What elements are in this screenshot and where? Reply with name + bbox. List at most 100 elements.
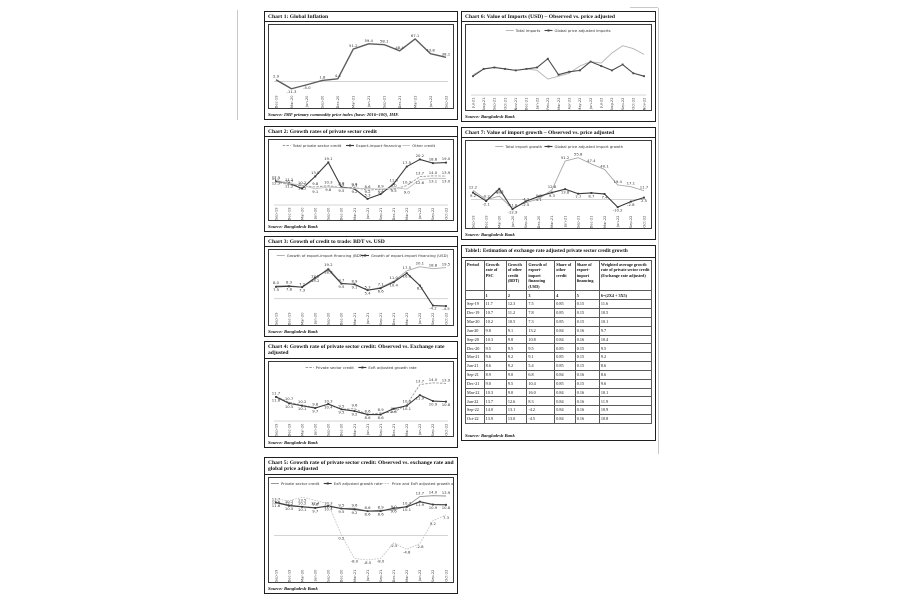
- svg-text:Oct-22: Oct-22: [444, 424, 448, 436]
- table-cell: 9.0: [505, 387, 528, 398]
- svg-text:Sep-22: Sep-22: [431, 208, 435, 220]
- table-cell: 0.16: [574, 325, 600, 336]
- svg-text:1.8: 1.8: [319, 75, 326, 80]
- table-cell: 0.16: [574, 369, 600, 380]
- svg-text:Dec-21: Dec-21: [392, 570, 396, 582]
- svg-text:Sep-22: Sep-22: [444, 96, 448, 108]
- table-number-cell: [465, 290, 485, 301]
- chart-4-panel: Chart 4: Growth rate of private sector c…: [264, 341, 458, 448]
- table-cell: 10.9: [598, 405, 652, 415]
- svg-text:10.8: 10.8: [442, 506, 451, 511]
- table-cell: 9.5: [598, 343, 652, 354]
- table-cell: 10.1: [598, 316, 652, 327]
- chart-6-panel: Chart 6: Value of Imports (USD) – Observ…: [461, 11, 656, 122]
- svg-text:7.8: 7.8: [286, 287, 293, 292]
- table-cell: 10.2: [483, 316, 507, 327]
- svg-text:14.0: 14.0: [429, 490, 438, 495]
- svg-text:4.5: 4.5: [496, 191, 503, 196]
- svg-text:12.2: 12.2: [311, 274, 320, 279]
- svg-text:11.9: 11.9: [416, 503, 425, 508]
- svg-text:9.8: 9.8: [312, 502, 319, 507]
- svg-text:10.9: 10.9: [429, 505, 438, 510]
- svg-text:11.7: 11.7: [272, 391, 281, 396]
- chart-3-panel: Chart 3: Growth of credit to trade: BDT …: [264, 236, 458, 337]
- table-cell: 0.84: [554, 369, 576, 380]
- svg-text:9.6: 9.6: [391, 410, 398, 415]
- svg-text:Global price adjusted import g: Global price adjusted import growth: [555, 144, 624, 149]
- table-cell: Dec-20: [465, 343, 485, 354]
- svg-text:-5.0: -5.0: [303, 85, 311, 90]
- svg-text:19.2: 19.2: [324, 263, 333, 268]
- svg-text:17.5: 17.5: [403, 265, 412, 270]
- svg-text:Dec-20: Dec-20: [340, 207, 344, 220]
- table-row: Jun-22 13.7 12.6 8.3 0.84 0.16 11.9: [465, 396, 652, 407]
- table-row: Dec-19 10.7 11.2 7.8 0.85 0.15 10.5: [465, 308, 652, 318]
- table-cell: 0.16: [574, 334, 600, 345]
- svg-text:Dec-20: Dec-20: [336, 95, 340, 108]
- table-row: Jun-20 9.8 9.1 13.2 0.84 0.16 9.7: [465, 325, 652, 336]
- table-cell: 0.84: [554, 396, 576, 407]
- svg-text:Mar-22: Mar-22: [405, 424, 409, 436]
- svg-text:Dec-20: Dec-20: [340, 423, 344, 436]
- table-cell: 0.15: [574, 308, 600, 318]
- svg-text:Mar-22: Mar-22: [405, 208, 409, 220]
- svg-text:Jun-21: Jun-21: [366, 208, 370, 220]
- svg-text:13.8: 13.8: [311, 170, 320, 175]
- chart-7-title: Chart 7: Value of import growth – Observ…: [462, 128, 655, 139]
- svg-text:Private sector credit: Private sector credit: [316, 365, 355, 370]
- svg-text:-2.5: -2.5: [522, 202, 530, 207]
- svg-text:Dec-20: Dec-20: [340, 312, 344, 325]
- svg-text:Mar-22: Mar-22: [413, 96, 417, 108]
- svg-text:13.9: 13.9: [442, 490, 451, 495]
- table-cell: 10.4: [598, 334, 652, 345]
- table-cell: 0.84: [554, 405, 576, 415]
- chart-5-title: Chart 5: Growth rate of private sector c…: [265, 458, 457, 476]
- table-cell: 9.5: [526, 343, 556, 354]
- table-cell: 13.2: [526, 325, 556, 336]
- table-row: Sep-20 10.3 9.8 10.8 0.84 0.16 10.4: [465, 334, 652, 345]
- svg-text:13.9: 13.9: [442, 171, 451, 176]
- svg-text:14.0: 14.0: [429, 170, 438, 175]
- svg-text:9.0: 9.0: [378, 190, 385, 195]
- table-cell: 9.5: [483, 343, 507, 354]
- svg-text:Mar-20: Mar-20: [300, 312, 304, 325]
- svg-text:Jun-22: Jun-22: [616, 216, 620, 228]
- svg-text:10.3: 10.3: [324, 399, 333, 404]
- table-cell: 10.5: [505, 316, 528, 327]
- table-cell: Jun-20: [465, 325, 485, 336]
- svg-text:7.5: 7.5: [273, 287, 280, 292]
- table-cell: 0.85: [554, 308, 576, 318]
- svg-text:-11.3: -11.3: [287, 89, 297, 94]
- table-cell: 8.6: [598, 361, 652, 371]
- table-header-cell: Growth of export-import financing (USD): [526, 259, 556, 292]
- table-cell: Dec-19: [465, 308, 485, 318]
- svg-text:Sep-19: Sep-19: [274, 207, 278, 220]
- svg-text:2.5: 2.5: [641, 199, 648, 204]
- svg-text:9.6: 9.6: [351, 403, 358, 408]
- svg-text:Mar-22: Mar-22: [603, 216, 607, 228]
- table-cell: Sep-19: [465, 299, 485, 310]
- table-cell: 0.15: [574, 343, 600, 354]
- svg-text:-4.2: -4.2: [429, 306, 437, 311]
- svg-text:Dec-21: Dec-21: [525, 98, 529, 110]
- svg-text:13.7: 13.7: [416, 379, 425, 384]
- svg-text:Oct-22: Oct-22: [642, 216, 646, 228]
- svg-text:10.7: 10.7: [285, 179, 294, 184]
- svg-text:13.5: 13.5: [298, 498, 307, 503]
- chart-5-canvas: Sep-19 Dec-19 Mar-20 Jun-20 Sep-20 Dec-20 Mar-…: [271, 481, 453, 582]
- svg-text:Sep-22: Sep-22: [431, 313, 435, 325]
- table-cell: 8.3: [526, 396, 556, 407]
- svg-text:Mar-20: Mar-20: [300, 207, 304, 220]
- table-cell: 11.6: [598, 299, 652, 310]
- svg-text:40.1: 40.1: [600, 164, 609, 169]
- chart-6-plot-frame: Jul-21 Aug-21 Sep-21 Oct-21 Nov-21 Dec-21 Jan-…: [465, 24, 652, 111]
- table-cell: 9.6: [598, 378, 652, 389]
- svg-text:11.7: 11.7: [272, 176, 281, 181]
- table-row: Jun-21 8.6 9.2 5.4 0.85 0.15 8.6: [465, 361, 652, 371]
- svg-text:8.6: 8.6: [378, 512, 385, 517]
- svg-text:Sep-20: Sep-20: [327, 312, 331, 325]
- svg-text:-0.2: -0.2: [482, 194, 490, 199]
- svg-text:10.4: 10.4: [324, 405, 333, 410]
- svg-text:9.7: 9.7: [312, 509, 319, 514]
